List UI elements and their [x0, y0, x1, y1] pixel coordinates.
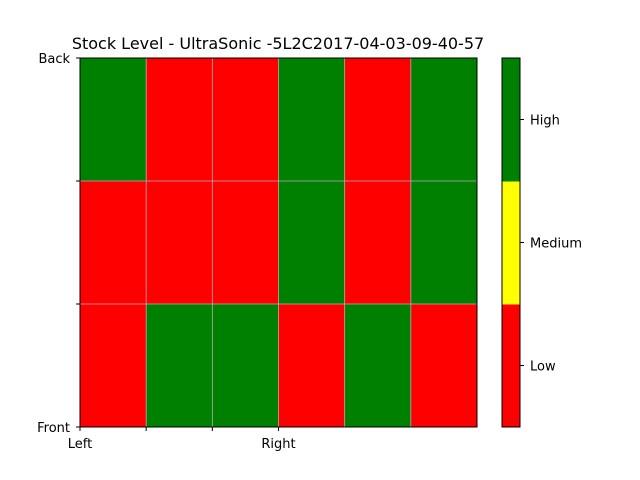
y-tick-label: Front — [37, 421, 70, 436]
gridlines — [80, 58, 477, 427]
colorbar-segment-low — [502, 304, 520, 428]
colorbar-segment-high — [502, 58, 520, 182]
x-axis: Left Right — [68, 427, 296, 452]
heatmap-cell-r1-c0 — [80, 181, 147, 305]
x-tick-label: Left — [68, 437, 92, 452]
heatmap-cell-r1-c3 — [278, 181, 346, 305]
colorbar-label-high: High — [530, 114, 560, 129]
heatmap-cell-r0-c2 — [212, 58, 279, 182]
heatmap-cells — [80, 58, 478, 428]
y-axis: Back Front — [37, 52, 80, 436]
heatmap-cell-r1-c1 — [146, 181, 213, 305]
heatmap-cell-r2-c2 — [212, 304, 279, 428]
heatmap-cell-r1-c4 — [344, 181, 412, 305]
heatmap-cell-r2-c1 — [146, 304, 213, 428]
colorbar-segment-medium — [502, 181, 520, 305]
heatmap-cell-r2-c3 — [278, 304, 346, 428]
heatmap-cell-r2-c0 — [80, 304, 147, 428]
heatmap-cell-r0-c3 — [278, 58, 346, 182]
colorbar-label-medium: Medium — [530, 237, 582, 252]
heatmap-cell-r0-c1 — [146, 58, 213, 182]
heatmap-cell-r1-c5 — [410, 181, 478, 305]
colorbar-frame — [501, 57, 521, 428]
heatmap-cell-r0-c5 — [410, 58, 478, 182]
colorbar: Low Medium High — [501, 57, 582, 428]
heatmap-cell-r2-c5 — [410, 304, 478, 428]
y-tick-label: Back — [38, 52, 70, 67]
heatmap-cell-r1-c2 — [212, 181, 279, 305]
colorbar-label-low: Low — [530, 360, 556, 375]
heatmap-cell-r2-c4 — [344, 304, 412, 428]
chart-title: Stock Level - UltraSonic -5L2C2017-04-03… — [72, 34, 484, 53]
x-tick-label: Right — [261, 437, 295, 452]
heatmap-cell-r0-c0 — [80, 58, 147, 182]
heatmap-cell-r0-c4 — [344, 58, 412, 182]
